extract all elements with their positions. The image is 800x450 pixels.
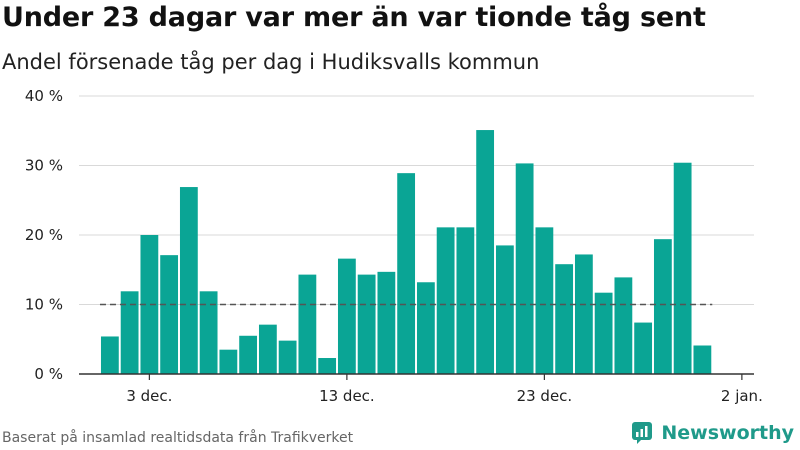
bar bbox=[239, 335, 258, 374]
bar bbox=[495, 245, 514, 374]
bar bbox=[278, 340, 297, 374]
chart-subtitle: Andel försenade tåg per dag i Hudiksvall… bbox=[2, 50, 540, 74]
y-tick-label: 10 % bbox=[25, 296, 63, 314]
bar bbox=[634, 322, 653, 374]
bar-chart: 0 % 10 % 20 % 30 % 40 % 3 dec. 13 dec. 23 dec. 2… bbox=[25, 87, 763, 405]
bar bbox=[594, 292, 613, 374]
bar bbox=[555, 264, 574, 374]
bar bbox=[199, 291, 218, 374]
bar bbox=[160, 255, 179, 374]
bar bbox=[298, 274, 317, 374]
brand-name: Newsworthy bbox=[661, 422, 794, 444]
bar bbox=[574, 254, 593, 374]
bar bbox=[179, 187, 198, 374]
bar bbox=[673, 162, 692, 374]
bar bbox=[100, 336, 119, 374]
bar bbox=[476, 130, 495, 374]
bar bbox=[140, 235, 159, 374]
bar bbox=[120, 291, 139, 374]
bar bbox=[436, 227, 455, 374]
bar bbox=[258, 324, 277, 374]
bar bbox=[337, 258, 356, 374]
bar bbox=[515, 163, 534, 374]
bar bbox=[693, 345, 712, 374]
bar bbox=[456, 227, 475, 374]
bar bbox=[614, 277, 633, 374]
bar bbox=[357, 274, 376, 374]
chart-title: Under 23 dagar var mer än var tionde tåg… bbox=[2, 2, 706, 33]
bar bbox=[535, 227, 554, 374]
newsworthy-logo-icon bbox=[632, 422, 653, 444]
bar bbox=[318, 358, 337, 374]
bar bbox=[377, 271, 396, 374]
x-tick-label: 23 dec. bbox=[517, 387, 573, 405]
bar bbox=[397, 173, 416, 374]
brand-logo[interactable]: Newsworthy bbox=[631, 421, 794, 445]
y-tick-label: 20 % bbox=[25, 226, 63, 244]
bar bbox=[653, 239, 672, 374]
source-note: Baserat på insamlad realtidsdata från Tr… bbox=[2, 430, 354, 446]
y-tick-label: 30 % bbox=[25, 157, 63, 175]
bar bbox=[416, 282, 435, 374]
y-tick-label: 40 % bbox=[25, 87, 63, 105]
x-tick-label: 2 jan. bbox=[721, 387, 763, 405]
bar bbox=[219, 349, 238, 374]
x-tick-label: 13 dec. bbox=[319, 387, 375, 405]
y-tick-label: 0 % bbox=[34, 365, 63, 383]
x-tick-label: 3 dec. bbox=[126, 387, 172, 405]
